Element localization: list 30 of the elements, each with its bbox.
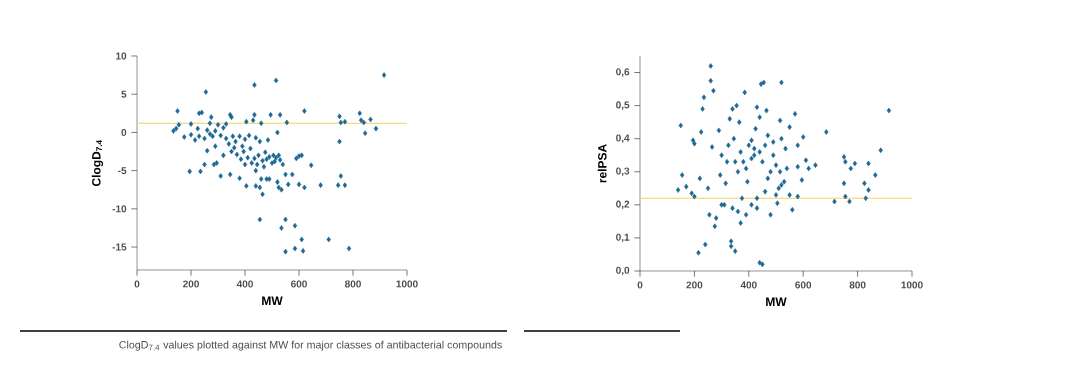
x-tick-label: 0 bbox=[637, 281, 643, 289]
y-tick-label: 0,3 bbox=[616, 167, 630, 177]
x-tick-label: 1000 bbox=[396, 280, 418, 288]
x-tick-label: 800 bbox=[849, 281, 866, 289]
y-tick-label: 0,1 bbox=[616, 233, 630, 243]
y-tick-label: 5 bbox=[121, 90, 127, 98]
x-tick-label: 600 bbox=[795, 281, 812, 289]
y-tick-label: -10 bbox=[112, 205, 127, 213]
y-tick-label: 0,6 bbox=[616, 68, 630, 77]
y-tick-label: -5 bbox=[118, 167, 127, 175]
y-axis-title: relPSA bbox=[597, 144, 607, 183]
text: ClogD$_{7.4}$ values plotted against MW for major classes of antibacterial compounds bbox=[119, 340, 502, 351]
y-tick-label: -15 bbox=[112, 243, 127, 251]
x-tick-label: 600 bbox=[291, 280, 307, 288]
y-tick-label: 0 bbox=[121, 128, 127, 136]
y-tick-label: 0,0 bbox=[616, 266, 630, 276]
x-axis-title: MW bbox=[766, 297, 787, 306]
y-tick-label: 0,5 bbox=[616, 101, 630, 110]
y-axis-title: ClogD$_{7.4}$ bbox=[91, 140, 104, 187]
y-tick-label: 10 bbox=[116, 52, 127, 60]
x-tick-label: 800 bbox=[344, 280, 361, 288]
x-tick-label: 400 bbox=[740, 281, 757, 289]
y-tick-label: 0,2 bbox=[616, 200, 630, 210]
y-tick-label: 0,4 bbox=[616, 134, 630, 143]
x-tick-label: 200 bbox=[183, 280, 199, 288]
x-tick-label: 200 bbox=[686, 281, 703, 289]
x-axis-title: MW bbox=[262, 296, 283, 305]
x-tick-label: 400 bbox=[236, 280, 253, 288]
x-tick-label: 1000 bbox=[901, 281, 923, 289]
x-tick-label: 0 bbox=[134, 280, 140, 288]
